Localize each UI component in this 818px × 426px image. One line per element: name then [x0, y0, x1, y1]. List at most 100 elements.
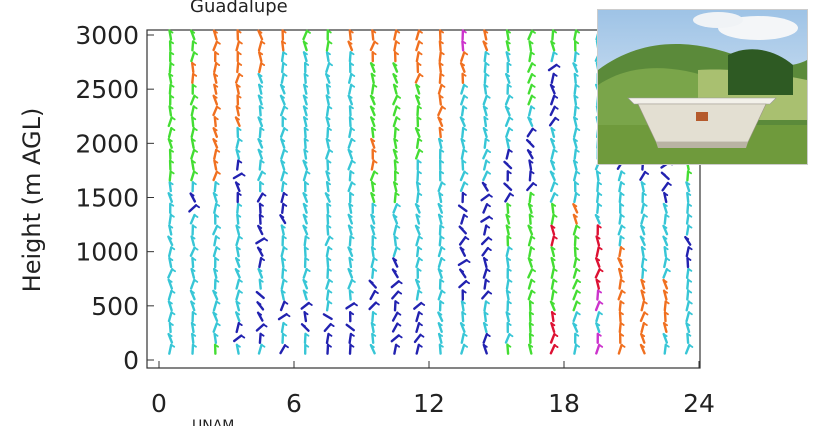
- wind-barb: [391, 311, 402, 322]
- x-axis: 0 6 12 18 24: [151, 361, 715, 418]
- wind-barb: [212, 224, 222, 236]
- wind-barb: [416, 191, 423, 204]
- wind-barb: [459, 116, 466, 128]
- wind-barb: [618, 278, 625, 290]
- wind-barb: [596, 332, 602, 344]
- wind-barb: [303, 83, 309, 95]
- wind-barb: [168, 343, 176, 355]
- wind-barb: [573, 29, 580, 41]
- wind-barb: [236, 126, 242, 139]
- x-tick-label: 12: [413, 389, 445, 418]
- wind-barb: [391, 322, 402, 333]
- y-axis-title: Height (m AGL): [18, 108, 46, 293]
- wind-barb: [235, 224, 241, 236]
- wind-barb: [347, 159, 356, 171]
- wind-barb: [504, 116, 514, 128]
- wind-barb: [302, 29, 311, 41]
- wind-barb: [302, 170, 311, 182]
- wind-barb: [527, 72, 536, 84]
- wind-barb: [213, 343, 220, 355]
- wind-barb: [572, 224, 581, 236]
- wind-barb: [257, 267, 264, 279]
- wind-barb: [482, 321, 489, 334]
- wind-barb: [345, 323, 355, 332]
- wind-barb: [304, 180, 310, 193]
- wind-barb: [527, 224, 534, 236]
- wind-barb: [458, 235, 470, 246]
- wind-barb: [685, 213, 693, 225]
- wind-barb: [663, 300, 670, 312]
- wind-barb: [302, 224, 309, 236]
- wind-barb: [481, 181, 489, 192]
- wind-barb: [235, 40, 243, 52]
- wind-barb: [188, 204, 201, 213]
- wind-barb: [213, 256, 220, 269]
- radar-wind-profiler-photo: [597, 9, 808, 165]
- wind-barb: [325, 62, 334, 74]
- wind-barb: [277, 313, 291, 321]
- wind-barb: [506, 61, 512, 74]
- wind-barb: [461, 29, 467, 41]
- wind-barb: [551, 29, 557, 41]
- wind-barb: [573, 170, 581, 182]
- wind-barb: [438, 72, 445, 85]
- wind-barb: [393, 51, 400, 63]
- wind-barb: [573, 94, 579, 106]
- wind-barb: [348, 202, 354, 214]
- wind-barb: [281, 202, 288, 215]
- wind-barb: [189, 289, 196, 301]
- wind-barb: [550, 148, 558, 160]
- wind-barb: [685, 311, 693, 323]
- wind-barb: [189, 246, 199, 258]
- wind-barb: [189, 29, 196, 41]
- wind-barb: [416, 115, 422, 128]
- wind-barb: [482, 148, 492, 160]
- wind-barb: [505, 72, 511, 84]
- wind-barb: [415, 94, 421, 106]
- wind-barb: [213, 278, 220, 290]
- wind-barb: [213, 332, 219, 344]
- wind-barb: [595, 322, 601, 333]
- wind-barb: [280, 105, 289, 117]
- wind-barb: [595, 170, 601, 182]
- wind-barb: [168, 61, 175, 74]
- wind-barb: [212, 267, 219, 279]
- wind-barb: [256, 301, 265, 311]
- wind-barb: [483, 83, 489, 95]
- wind-barb: [258, 332, 265, 344]
- wind-barb: [528, 191, 535, 204]
- wind-barb: [212, 72, 219, 84]
- wind-barb: [414, 224, 421, 236]
- wind-barb: [234, 116, 241, 128]
- wind-barb: [167, 289, 176, 301]
- wind-barb: [528, 105, 536, 117]
- wind-barb: [662, 224, 669, 236]
- wind-barb: [460, 148, 468, 160]
- wind-barb: [325, 245, 333, 258]
- wind-barb: [505, 51, 511, 63]
- wind-barb: [460, 83, 469, 95]
- y-tick-label: 0: [123, 346, 139, 375]
- wind-barb: [505, 311, 511, 323]
- wind-barb: [168, 40, 175, 52]
- wind-barb: [684, 235, 692, 246]
- wind-barb: [640, 181, 646, 193]
- wind-barb: [348, 332, 355, 344]
- wind-barb: [281, 61, 288, 74]
- wind-barb: [280, 191, 288, 204]
- wind-barb: [371, 267, 378, 279]
- wind-barb: [234, 257, 241, 268]
- wind-barb: [619, 332, 625, 344]
- wind-barb: [392, 202, 401, 214]
- wind-barb: [528, 300, 534, 312]
- wind-barb: [596, 180, 602, 193]
- wind-barb: [684, 343, 694, 355]
- wind-barb: [280, 180, 288, 193]
- wind-barb: [413, 333, 425, 344]
- wind-barb: [235, 105, 241, 117]
- wind-barb: [213, 202, 221, 214]
- wind-barb: [461, 289, 467, 301]
- wind-barb: [438, 235, 445, 247]
- wind-barb: [458, 225, 467, 235]
- wind-barb: [392, 148, 398, 160]
